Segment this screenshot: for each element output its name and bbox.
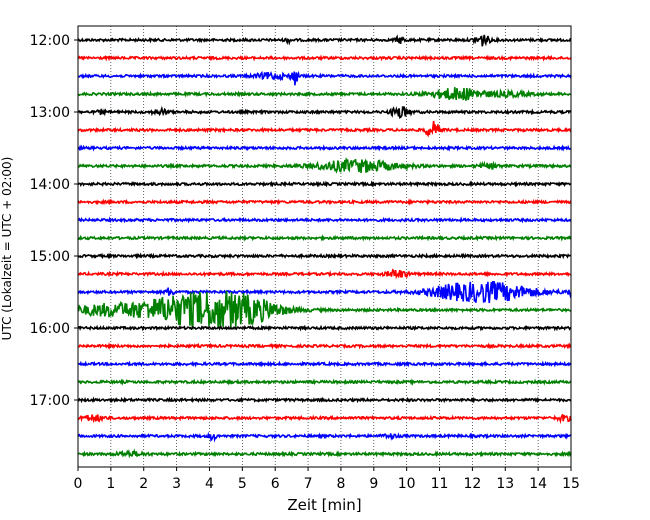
x-tick-label: 5 <box>238 476 247 492</box>
x-tick-label: 11 <box>431 476 449 492</box>
trace-1430 <box>77 216 572 224</box>
x-axis-label: Zeit [min] <box>287 496 361 514</box>
y-tick-label: 12:00 <box>30 33 70 49</box>
trace-1500 <box>77 252 572 260</box>
x-tick-label: 2 <box>139 476 148 492</box>
x-axis-ticks: 0 1 2 3 4 5 6 7 8 9 10 11 12 13 14 15 <box>74 467 580 492</box>
trace-1600 <box>77 324 572 332</box>
x-tick-label: 10 <box>398 476 416 492</box>
y-tick-label: 17:00 <box>30 393 70 409</box>
x-tick-label: 14 <box>529 476 547 492</box>
trace-1630 <box>77 360 572 368</box>
trace-1200 <box>77 34 572 47</box>
trace-1245 <box>77 87 572 101</box>
trace-1345 <box>77 157 572 174</box>
trace-1330 <box>77 144 572 152</box>
trace-1645 <box>77 378 572 386</box>
trace-1515 <box>77 268 572 280</box>
x-tick-label: 12 <box>463 476 481 492</box>
y-tick-label: 16:00 <box>30 321 70 337</box>
x-tick-label: 6 <box>271 476 280 492</box>
trace-1230 <box>77 70 572 86</box>
x-tick-label: 0 <box>74 476 83 492</box>
trace-1400 <box>77 180 572 188</box>
trace-1445 <box>77 234 572 242</box>
plot-frame <box>77 25 572 468</box>
y-tick-label: 14:00 <box>30 177 70 193</box>
y-tick-label: 15:00 <box>30 249 70 265</box>
trace-1715 <box>77 414 572 425</box>
trace-1300 <box>77 105 572 119</box>
trace-1730 <box>77 431 572 443</box>
trace-1545 <box>77 290 572 331</box>
y-tick-label: 13:00 <box>30 105 70 121</box>
x-tick-label: 15 <box>562 476 580 492</box>
x-tick-label: 7 <box>304 476 313 492</box>
trace-1700 <box>77 396 572 404</box>
x-tick-label: 13 <box>496 476 514 492</box>
y-axis-ticks: 12:00 13:00 14:00 15:00 16:00 17:00 <box>30 33 78 409</box>
x-tick-label: 4 <box>205 476 214 492</box>
y-axis-label: UTC (Lokalzeit = UTC + 02:00) <box>0 157 14 341</box>
trace-1530 <box>77 281 572 304</box>
x-tick-label: 8 <box>336 476 345 492</box>
trace-1745 <box>77 448 572 459</box>
x-tick-label: 1 <box>106 476 115 492</box>
trace-1415 <box>77 198 572 206</box>
trace-1315 <box>77 120 572 138</box>
trace-1615 <box>77 342 572 350</box>
seismic-traces <box>77 34 572 459</box>
trace-1215 <box>77 54 572 62</box>
x-tick-label: 9 <box>369 476 378 492</box>
x-tick-label: 3 <box>172 476 181 492</box>
